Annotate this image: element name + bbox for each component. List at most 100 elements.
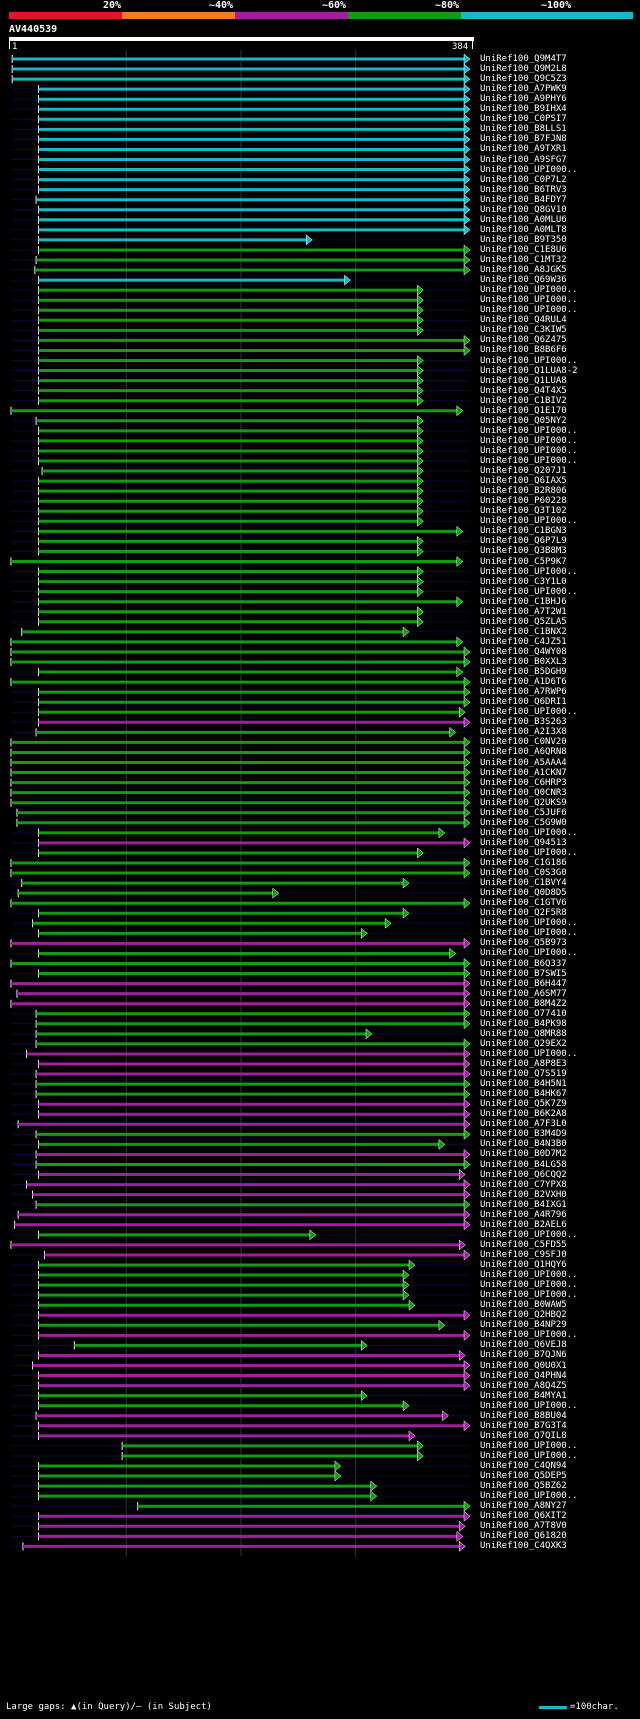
hit-label[interactable]: UniRef100_UPI000.. [480, 707, 578, 718]
hit-label[interactable]: UniRef100_C0P7L2 [480, 174, 567, 185]
hit-label[interactable]: UniRef100_UPI000.. [480, 516, 578, 527]
hit-label[interactable]: UniRef100_B7QJN6 [480, 1350, 567, 1361]
hit-label[interactable]: UniRef100_Q6P7L9 [480, 536, 567, 547]
hit-label[interactable]: UniRef100_Q6CQQ2 [480, 1169, 567, 1180]
hit-label[interactable]: UniRef100_A2I3X8 [480, 727, 567, 738]
hit-label[interactable]: UniRef100_Q2HBQ2 [480, 1310, 567, 1321]
hit-label[interactable]: UniRef100_B4FDY7 [480, 194, 567, 205]
hit-label[interactable]: UniRef100_C7YPX8 [480, 1179, 567, 1190]
hit-label[interactable]: UniRef100_UPI000.. [480, 425, 578, 436]
hit-label[interactable]: UniRef100_UPI000.. [480, 948, 578, 959]
hit-label[interactable]: UniRef100_B3M4D9 [480, 1129, 567, 1140]
hit-label[interactable]: UniRef100_B8LLS1 [480, 124, 567, 135]
hit-label[interactable]: UniRef100_Q0CNR3 [480, 787, 567, 798]
hit-label[interactable]: UniRef100_B8B6F6 [480, 345, 567, 356]
hit-label[interactable]: UniRef100_C1BVY4 [480, 878, 567, 889]
hit-label[interactable]: UniRef100_Q1E170 [480, 405, 567, 416]
hit-label[interactable]: UniRef100_A0MLU6 [480, 214, 567, 225]
hit-label[interactable]: UniRef100_UPI000.. [480, 1270, 578, 1281]
hit-label[interactable]: UniRef100_Q5DEP5 [480, 1471, 567, 1482]
hit-label[interactable]: UniRef100_Q94513 [480, 837, 567, 848]
hit-label[interactable]: UniRef100_A7PWK9 [480, 84, 567, 95]
hit-label[interactable]: UniRef100_B8M4Z2 [480, 998, 567, 1009]
hit-label[interactable]: UniRef100_UPI000.. [480, 918, 578, 929]
hit-label[interactable]: UniRef100_C6HRP3 [480, 777, 567, 788]
hit-label[interactable]: UniRef100_C5P9K7 [480, 556, 567, 567]
hit-label[interactable]: UniRef100_Q4PHN4 [480, 1370, 567, 1381]
hit-label[interactable]: UniRef100_Q8GV10 [480, 204, 567, 215]
hit-label[interactable]: UniRef100_Q7S519 [480, 1069, 567, 1080]
hit-label[interactable]: UniRef100_Q9M2L8 [480, 64, 567, 75]
hit-label[interactable]: UniRef100_B6K2A8 [480, 1109, 567, 1120]
hit-label[interactable]: UniRef100_UPI000.. [480, 1048, 578, 1059]
hit-label[interactable]: UniRef100_UPI000.. [480, 827, 578, 838]
hit-label[interactable]: UniRef100_UPI000.. [480, 445, 578, 456]
hit-label[interactable]: UniRef100_Q7QIL8 [480, 1430, 567, 1441]
hit-label[interactable]: UniRef100_UPI000.. [480, 285, 578, 296]
hit-label[interactable]: UniRef100_UPI000.. [480, 847, 578, 858]
hit-label[interactable]: UniRef100_A6SM77 [480, 988, 567, 999]
hit-label[interactable]: UniRef100_B2AEL6 [480, 1219, 567, 1230]
hit-label[interactable]: UniRef100_B4IXG1 [480, 1199, 567, 1210]
hit-label[interactable]: UniRef100_UPI000.. [480, 586, 578, 597]
hit-label[interactable]: UniRef100_O77410 [480, 1008, 567, 1019]
hit-label[interactable]: UniRef100_B9T350 [480, 234, 567, 245]
hit-label[interactable]: UniRef100_C1BHJ6 [480, 596, 567, 607]
hit-label[interactable]: UniRef100_B6TRV3 [480, 184, 567, 195]
hit-label[interactable]: UniRef100_UPI000.. [480, 305, 578, 316]
hit-label[interactable]: UniRef100_C5G9W0 [480, 817, 567, 828]
hit-label[interactable]: UniRef100_A7F3L0 [480, 1119, 567, 1130]
hit-label[interactable]: UniRef100_A0MLT8 [480, 224, 567, 235]
hit-label[interactable]: UniRef100_UPI000.. [480, 1330, 578, 1341]
hit-label[interactable]: UniRef100_Q8MR88 [480, 1028, 567, 1039]
hit-label[interactable]: UniRef100_B0XXL3 [480, 657, 567, 667]
hit-label[interactable]: UniRef100_C0PSI7 [480, 114, 567, 125]
hit-label[interactable]: UniRef100_Q6DRI1 [480, 697, 567, 708]
hit-label[interactable]: UniRef100_Q9C5Z3 [480, 74, 567, 85]
hit-label[interactable]: UniRef100_Q4RUL4 [480, 315, 567, 326]
hit-label[interactable]: UniRef100_B7SWI5 [480, 968, 567, 979]
hit-label[interactable]: UniRef100_Q1LUA8-2 [480, 365, 578, 376]
hit-label[interactable]: UniRef100_B6H447 [480, 978, 567, 989]
hit-label[interactable]: UniRef100_A5AAA4 [480, 757, 567, 768]
hit-label[interactable]: UniRef100_Q9M4T7 [480, 54, 567, 64]
hit-label[interactable]: UniRef100_A4R796 [480, 1209, 567, 1220]
hit-label[interactable]: UniRef100_Q6XIT2 [480, 1511, 567, 1522]
hit-label[interactable]: UniRef100_UPI000.. [480, 1229, 578, 1240]
hit-label[interactable]: UniRef100_Q29EX2 [480, 1038, 567, 1049]
hit-label[interactable]: UniRef100_C1E8U6 [480, 244, 567, 255]
hit-label[interactable]: UniRef100_A7T2W1 [480, 606, 567, 617]
hit-label[interactable]: UniRef100_Q2F5R8 [480, 908, 567, 919]
hit-label[interactable]: UniRef100_B4H5N1 [480, 1079, 567, 1090]
hit-label[interactable]: UniRef100_Q5B973 [480, 938, 567, 949]
hit-label[interactable]: UniRef100_C1BIV2 [480, 395, 567, 406]
hit-label[interactable]: UniRef100_C4QN94 [480, 1461, 567, 1471]
hit-label[interactable]: UniRef100_UPI000.. [480, 295, 578, 306]
hit-label[interactable]: UniRef100_Q1HQY6 [480, 1260, 567, 1270]
hit-label[interactable]: UniRef100_Q3B8M3 [480, 546, 567, 557]
hit-label[interactable]: UniRef100_A1D6T6 [480, 677, 567, 688]
hit-label[interactable]: UniRef100_Q5BZ62 [480, 1481, 567, 1492]
hit-label[interactable]: UniRef100_B4PK98 [480, 1018, 567, 1029]
hit-label[interactable]: UniRef100_Q6VEJ8 [480, 1340, 567, 1351]
hit-label[interactable]: UniRef100_UPI000.. [480, 1491, 578, 1502]
hit-label[interactable]: UniRef100_B0D7M2 [480, 1149, 567, 1160]
hit-label[interactable]: UniRef100_Q207J1 [480, 466, 567, 477]
hit-label[interactable]: UniRef100_B7FJN8 [480, 134, 567, 145]
hit-label[interactable]: UniRef100_B2VXH0 [480, 1189, 567, 1200]
hit-label[interactable]: UniRef100_B6Q337 [480, 958, 567, 969]
hit-label[interactable]: UniRef100_B5DGH9 [480, 667, 567, 678]
hit-label[interactable]: UniRef100_UPI000.. [480, 928, 578, 939]
hit-label[interactable]: UniRef100_B2R806 [480, 486, 567, 497]
hit-label[interactable]: UniRef100_B3S263 [480, 717, 567, 728]
hit-label[interactable]: UniRef100_C1G186 [480, 858, 567, 868]
hit-label[interactable]: UniRef100_B7G3T4 [480, 1420, 567, 1431]
hit-label[interactable]: UniRef100_B4HK67 [480, 1089, 567, 1100]
hit-label[interactable]: UniRef100_UPI000.. [480, 435, 578, 446]
hit-label[interactable]: UniRef100_UPI000.. [480, 566, 578, 577]
hit-label[interactable]: UniRef100_C1GTV6 [480, 898, 567, 909]
hit-label[interactable]: UniRef100_Q2UKS9 [480, 797, 567, 808]
hit-label[interactable]: UniRef100_UPI000.. [480, 164, 578, 175]
hit-label[interactable]: UniRef100_Q1LUA8 [480, 375, 567, 386]
hit-label[interactable]: UniRef100_A8JGK5 [480, 265, 567, 276]
